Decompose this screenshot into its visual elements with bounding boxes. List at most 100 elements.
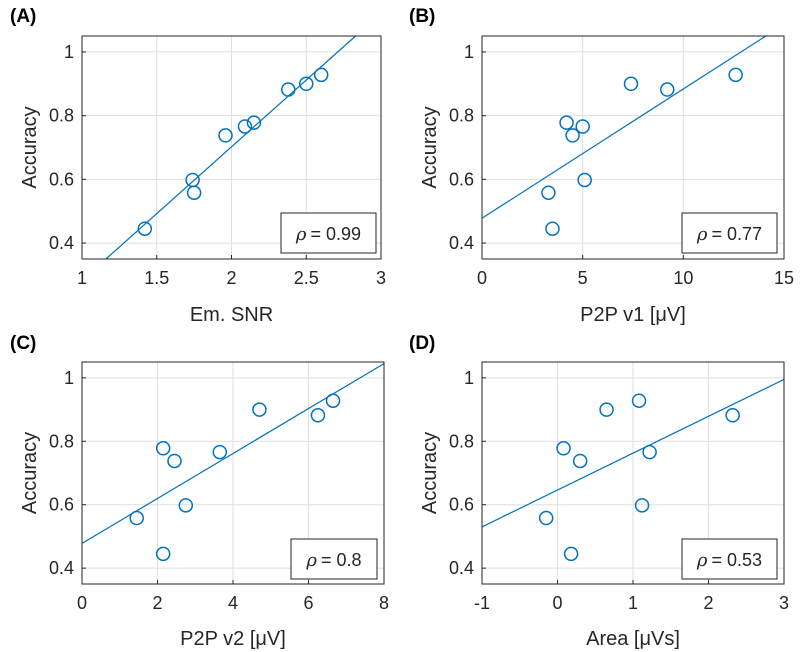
panel-c-ytick-3: 1 [64,368,74,388]
panel-d-xtick-0: -1 [474,593,490,613]
panel-a-fit [105,35,356,260]
panel-a-point-1 [185,172,200,188]
panel-b: (B) 0 5 10 15 0.4 0.6 0.8 1 P2P v1 [μV] Accura… [409,6,794,326]
panel-a-xtick-3: 2.5 [294,268,319,288]
panel-c-xtick-0: 0 [77,593,87,613]
panel-b-point-2 [559,115,574,130]
panel-a-point-6 [281,82,296,97]
panel-a-xlabel: Em. SNR [190,304,273,326]
panel-a-point-0 [137,221,153,236]
panel-a-points [137,67,329,236]
panel-b-point-5 [577,172,592,188]
panel-d-fit [481,378,785,528]
panel-c-point-7 [310,408,326,423]
panel-d-ytick-0: 0.4 [449,558,474,578]
panel-c-rho-box: ρ = 0.8 [290,538,378,580]
panel-b-fit [481,35,767,219]
panel-d-yticks: 0.4 0.6 0.8 1 [449,368,486,578]
panel-b-ylabel: Accuracy [419,106,441,188]
panel-c-point-8 [325,393,341,408]
panel-c-ylabel: Accuracy [19,432,41,514]
panel-c-xticks: 0 2 4 6 8 [77,580,389,613]
panel-a-letter: (A) [10,6,36,27]
panel-d-points [538,393,740,562]
panel-c-xlabel: P2P v2 [μV] [180,628,286,650]
panel-b-point-6 [623,76,639,92]
panel-b-point-7 [659,82,675,97]
panel-d-point-3 [572,453,588,469]
panel-b-points [541,67,743,236]
panel-c-points [129,393,341,562]
panel-b-point-1 [545,221,560,236]
panel-d-ylabel: Accuracy [419,432,441,514]
panel-d-point-7 [642,444,657,460]
panel-a: (A) 1 1.5 2 2.5 3 0.4 0.6 0.8 1 Em. SNR Accurac… [10,6,386,326]
panel-c-xtick-1: 2 [152,593,162,613]
panel-d-xlabel: Area [μVs] [586,628,680,650]
panel-b-xlabel: P2P v1 [μV] [580,304,686,326]
panel-c-xtick-4: 8 [379,593,389,613]
panel-b-point-0 [541,185,556,200]
svg-text:ρ= 0.53: ρ = 0.53 [696,550,762,571]
panel-d-rho-box: ρ = 0.53 [681,538,778,580]
panel-c-xtick-3: 6 [303,593,313,613]
panel-c-letter: (C) [10,333,36,354]
panel-c-point-5 [212,444,228,460]
panel-d-point-4 [599,402,614,417]
panel-d-rho-value: = 0.53 [712,550,763,570]
panel-a-ytick-0: 0.4 [49,233,74,253]
panel-a-point-7 [299,76,314,92]
panel-d-xtick-4: 3 [779,593,789,613]
panel-b-frame [481,35,785,260]
panel-c-point-3 [167,453,182,469]
panel-d-point-2 [563,546,579,562]
panel-b-letter: (B) [409,6,435,27]
panel-c-point-0 [129,510,144,526]
panel-a-ylabel: Accuracy [19,106,41,188]
panel-a-fit-line [105,35,356,260]
panel-a-point-4 [237,119,253,134]
panel-c-xtick-2: 4 [228,593,238,613]
panel-d-point-5 [631,393,647,408]
panel-b-point-8 [728,67,743,83]
panel-d-xtick-2: 1 [628,593,638,613]
panel-b-ytick-0: 0.4 [449,233,474,253]
panel-c-rho-value: = 0.8 [321,550,362,570]
panel-b-rho-value: = 0.77 [712,224,763,244]
svg-text:ρ= 0.99: ρ = 0.99 [295,224,361,245]
panel-d-point-6 [634,498,650,513]
panel-b-fit-line [481,35,767,219]
panel-b-yticks: 0.4 0.6 0.8 1 [449,42,486,253]
panel-c-point-6 [252,402,267,417]
panel-b-ytick-1: 0.6 [449,169,474,189]
panel-a-xtick-0: 1 [77,268,87,288]
panel-b-ytick-2: 0.8 [449,106,474,126]
svg-text:ρ= 0.77: ρ = 0.77 [696,224,762,245]
panel-b-xtick-1: 5 [578,268,588,288]
panel-d-xtick-3: 2 [703,593,713,613]
panel-a-xtick-2: 2 [226,268,236,288]
panel-c-ytick-1: 0.6 [49,495,74,515]
panel-c-yticks: 0.4 0.6 0.8 1 [49,368,86,578]
panel-d-xticks: -1 0 1 2 3 [474,580,789,613]
panel-d-xtick-1: 0 [552,593,562,613]
panel-a-yticks: 0.4 0.6 0.8 1 [49,42,86,253]
panel-d: (D) -1 0 1 2 3 0.4 0.6 0.8 1 Area [μVs] Accurac… [409,333,789,650]
panel-b-xtick-3: 15 [774,268,794,288]
svg-text:ρ= 0.8: ρ = 0.8 [305,550,361,571]
panel-d-point-0 [538,510,554,526]
panel-c-point-1 [155,546,171,562]
panel-b-point-4 [575,119,590,134]
panel-a-rho-box: ρ = 0.99 [280,212,377,254]
panel-d-ytick-3: 1 [464,368,474,388]
panel-a-point-2 [186,185,202,200]
panel-a-rho-value: = 0.99 [311,224,362,244]
panel-d-letter: (D) [409,333,435,354]
panel-d-fit-line [481,378,785,528]
panel-b-xticks: 0 5 10 15 [477,255,794,288]
panel-b-xtick-0: 0 [477,268,487,288]
panel-c-point-2 [155,441,171,456]
panel-b-xtick-2: 10 [673,268,693,288]
panel-a-xticks: 1 1.5 2 2.5 3 [77,255,386,288]
panel-a-ytick-2: 0.8 [49,106,74,126]
